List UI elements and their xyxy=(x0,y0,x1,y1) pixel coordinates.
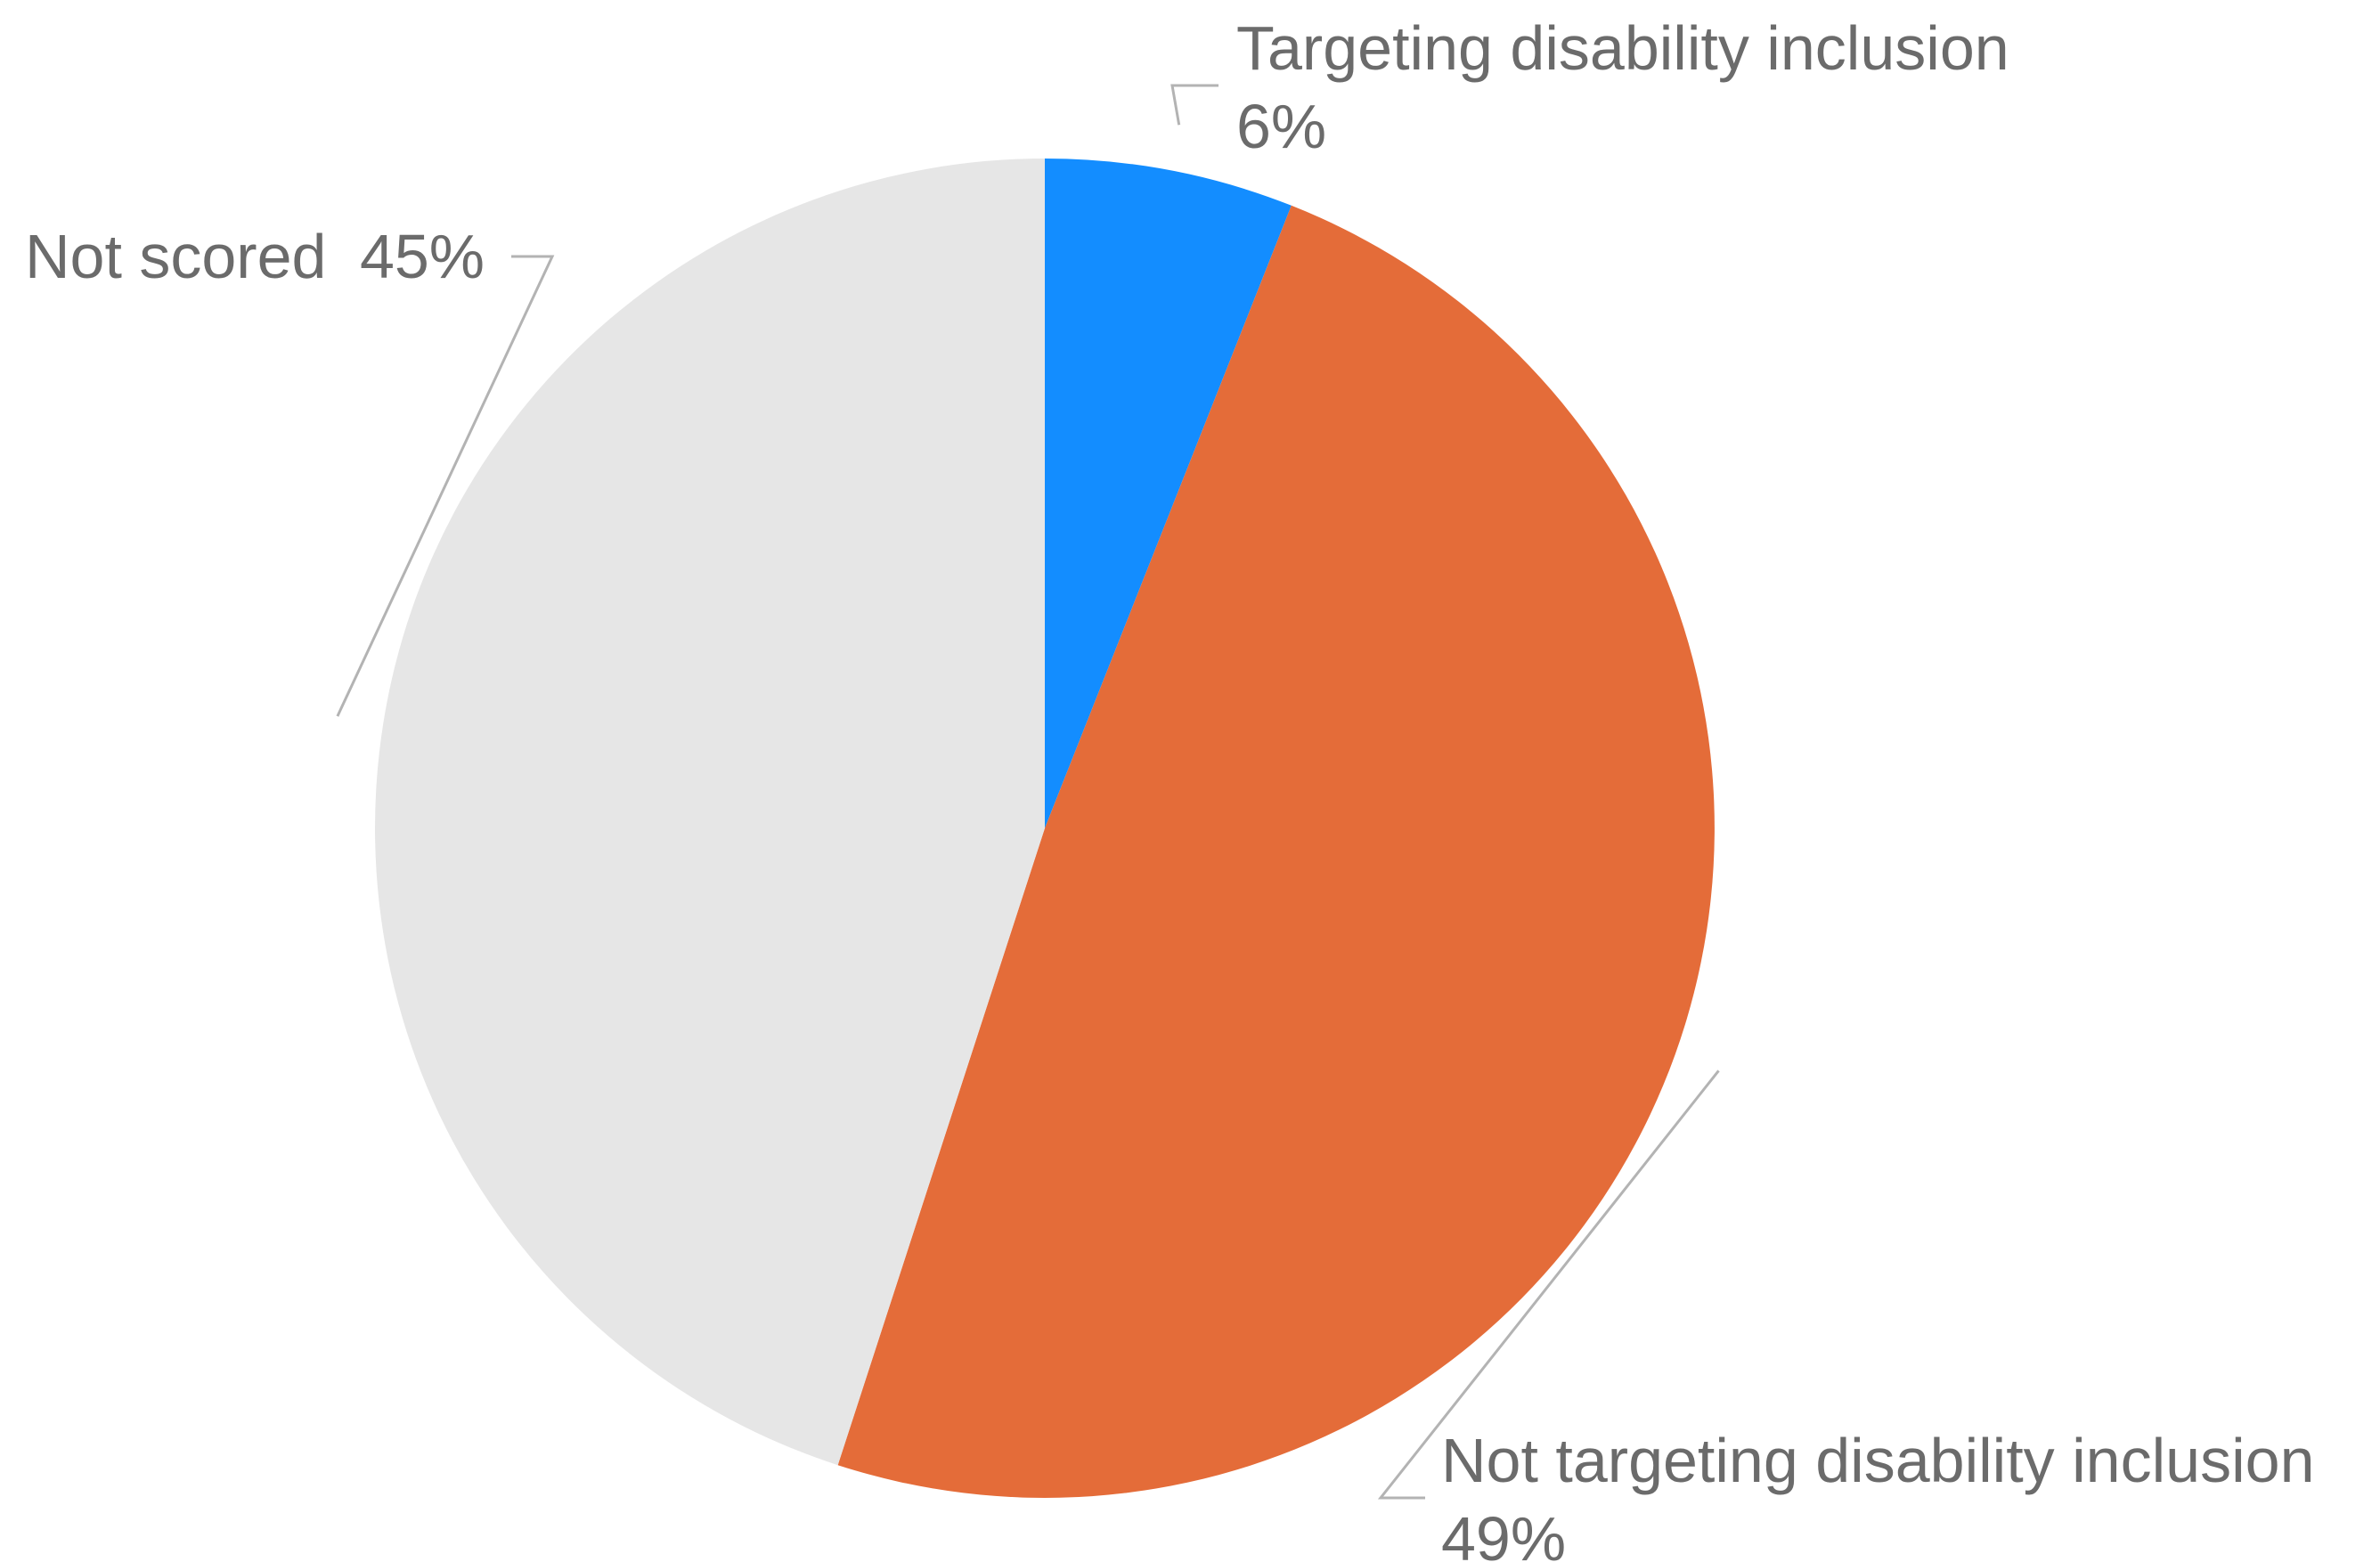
slice-name-targeting: Targeting disability inclusion xyxy=(1236,13,2009,83)
slice-label-targeting: Targeting disability inclusion xyxy=(1236,13,2009,83)
leader-lines xyxy=(336,84,1720,1500)
slice-value-text-not-targeting: 49% xyxy=(1441,1504,1566,1562)
pie-slice-targeting xyxy=(1045,159,1292,828)
slice-name-not-targeting: Not targeting disability inclusion xyxy=(1441,1426,2315,1495)
slice-labels: Targeting disability inclusion 6% Not ta… xyxy=(25,13,2315,1562)
slice-value-not-targeting: 49% xyxy=(1441,1504,1566,1562)
leader-line-not-scored xyxy=(336,255,555,717)
slice-name-not-scored: Not scored xyxy=(25,222,326,291)
slice-value-not-scored: 45% xyxy=(360,222,485,291)
leader-line-targeting xyxy=(1170,84,1219,126)
pie-slices xyxy=(375,159,1715,1498)
slice-label-not-targeting: Not targeting disability inclusion xyxy=(1441,1426,2315,1495)
pie-slice-not-scored xyxy=(375,159,1045,1466)
pie-slice-not-targeting xyxy=(837,205,1715,1498)
leader-line-not-targeting xyxy=(1377,1070,1720,1500)
slice-value-targeting: 6% xyxy=(1236,92,1326,161)
slice-value-text-targeting: 6% xyxy=(1236,92,1326,161)
slice-label-not-scored: Not scored 45% xyxy=(25,222,485,291)
